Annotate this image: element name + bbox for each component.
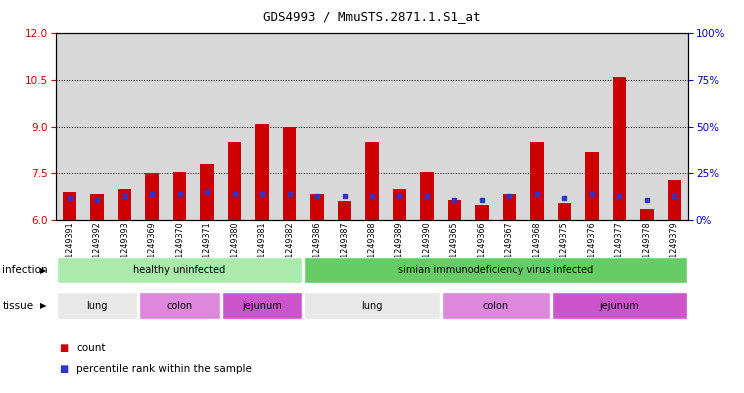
Bar [62, 192, 77, 220]
Bar [338, 201, 351, 220]
Text: ▶: ▶ [40, 266, 46, 275]
Text: colon: colon [483, 301, 509, 310]
Bar [365, 142, 379, 220]
Text: lung: lung [86, 301, 108, 310]
Text: ▶: ▶ [40, 301, 46, 310]
Text: lung: lung [362, 301, 382, 310]
Bar [228, 142, 241, 220]
Bar [118, 189, 132, 220]
Bar [442, 292, 550, 319]
Bar [612, 77, 626, 220]
Bar [139, 292, 220, 319]
Bar [393, 189, 406, 220]
Bar [640, 209, 654, 220]
Text: tissue: tissue [2, 301, 33, 310]
Bar [304, 257, 687, 283]
Text: jejunum: jejunum [242, 301, 282, 310]
Text: percentile rank within the sample: percentile rank within the sample [76, 364, 251, 375]
Bar [222, 292, 303, 319]
Bar [310, 194, 324, 220]
Bar [90, 194, 104, 220]
Bar [557, 203, 571, 220]
Bar [304, 292, 440, 319]
Bar [475, 204, 489, 220]
Text: count: count [76, 343, 106, 353]
Text: jejunum: jejunum [600, 301, 639, 310]
Bar [503, 194, 516, 220]
Bar [173, 172, 187, 220]
Bar [448, 200, 461, 220]
Bar [283, 127, 296, 220]
Bar [420, 172, 434, 220]
Bar [200, 164, 214, 220]
Bar [530, 142, 544, 220]
Bar [57, 257, 303, 283]
Text: infection: infection [2, 265, 48, 275]
Text: healthy uninfected: healthy uninfected [133, 265, 225, 275]
Text: simian immunodeficiency virus infected: simian immunodeficiency virus infected [398, 265, 594, 275]
Text: ■: ■ [60, 364, 68, 375]
Bar [551, 292, 687, 319]
Bar [57, 292, 138, 319]
Bar [667, 180, 682, 220]
Bar [145, 173, 159, 220]
Text: GDS4993 / MmuSTS.2871.1.S1_at: GDS4993 / MmuSTS.2871.1.S1_at [263, 10, 481, 23]
Bar [585, 152, 599, 220]
Text: ■: ■ [60, 343, 68, 353]
Bar [255, 124, 269, 220]
Text: colon: colon [167, 301, 193, 310]
